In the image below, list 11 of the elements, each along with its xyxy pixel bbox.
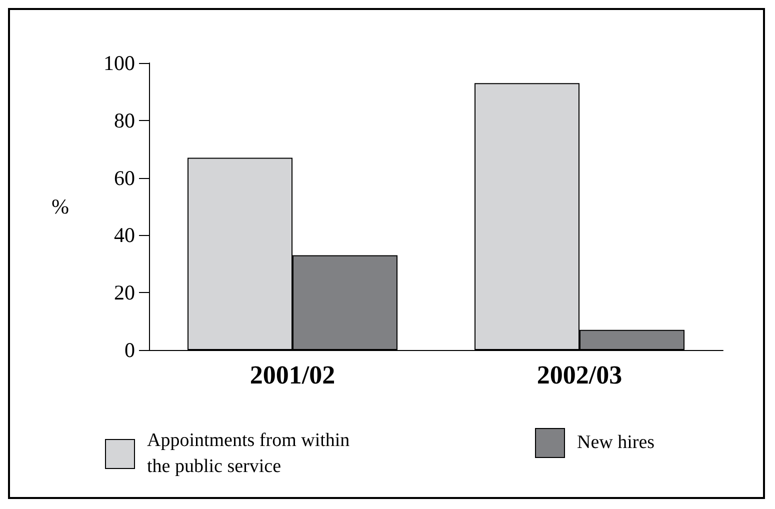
- y-tick-label: 100: [104, 51, 135, 75]
- x-tick-label: 2001/02: [250, 360, 336, 390]
- y-tick-label: 0: [124, 338, 135, 362]
- legend-label: New hires: [577, 431, 656, 455]
- y-tick-label: 80: [114, 108, 135, 132]
- y-tick-label: 40: [114, 223, 135, 248]
- legend-label: Appointments from within the public service: [147, 429, 351, 479]
- x-tick-label: 2002/03: [536, 360, 622, 390]
- y-tick-label: 60: [114, 166, 135, 190]
- y-tick-label: 20: [114, 280, 135, 305]
- y-axis-title: %: [52, 194, 69, 218]
